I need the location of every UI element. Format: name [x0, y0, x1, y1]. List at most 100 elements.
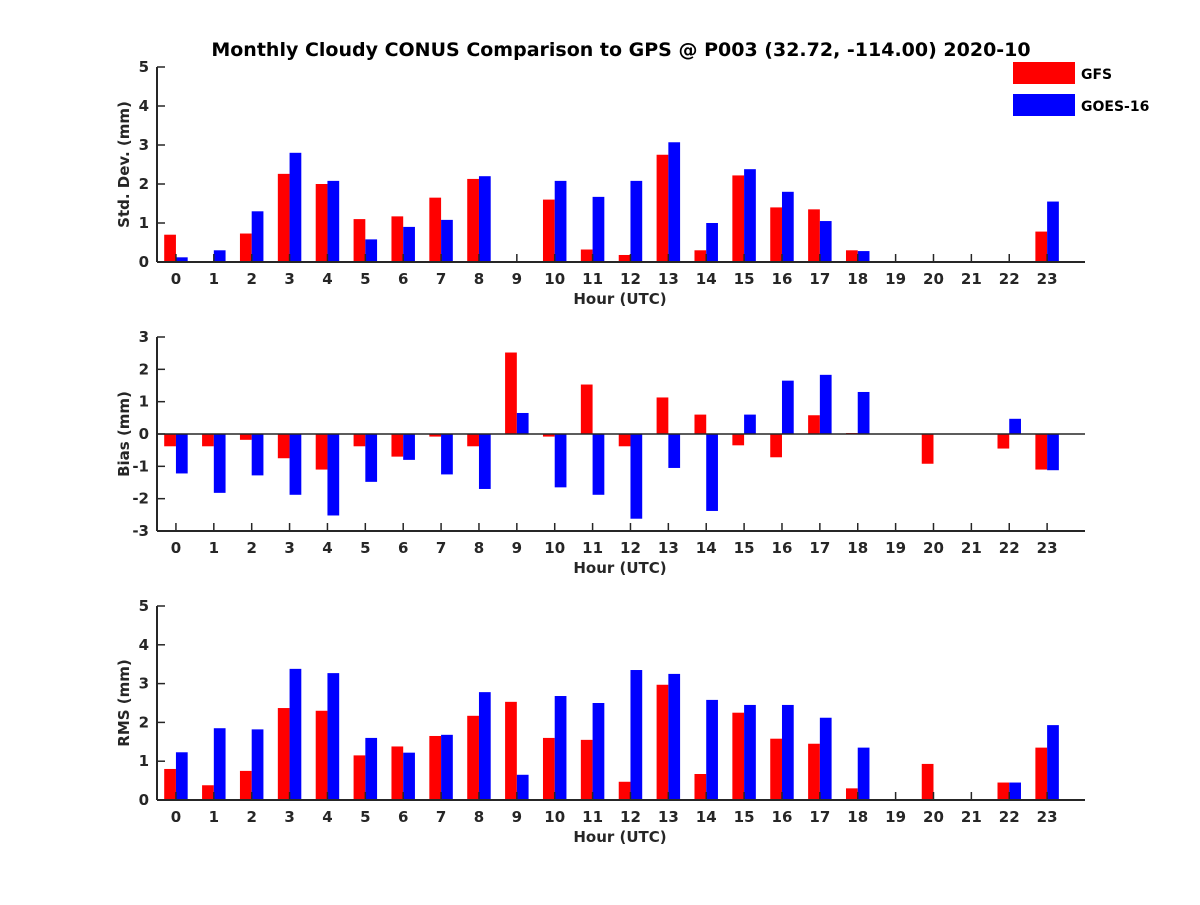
bar-gfs-hour-0	[164, 234, 176, 262]
x-tick-label: 12	[620, 270, 641, 288]
bar-goes16-hour-8	[478, 692, 491, 800]
bar-goes16-hour-16	[781, 380, 794, 434]
bar-goes16-hour-6	[403, 752, 415, 800]
bar-goes16-hour-18	[857, 747, 870, 800]
x-tick-label: 1	[209, 539, 219, 557]
y-tick-label: 4	[139, 97, 149, 115]
x-tick-label: 9	[512, 808, 522, 826]
bar-gfs-hour-8	[467, 715, 479, 800]
x-tick-label: 7	[436, 539, 446, 557]
bar-gfs-hour-20	[921, 434, 934, 464]
bar-gfs-hour-15	[732, 434, 745, 446]
bar-goes16-hour-18	[857, 391, 870, 434]
bar-gfs-hour-23	[1035, 434, 1048, 470]
figure-title: Monthly Cloudy CONUS Comparison to GPS @…	[211, 39, 1030, 61]
x-tick-label: 11	[582, 539, 603, 557]
bar-gfs-hour-18	[845, 788, 858, 800]
bar-goes16-hour-15	[744, 414, 756, 434]
bar-gfs-hour-10	[542, 434, 555, 437]
bar-goes16-hour-1	[213, 728, 226, 800]
x-tick-label: 18	[847, 808, 868, 826]
bar-goes16-hour-5	[365, 434, 378, 482]
bar-goes16-hour-6	[403, 226, 415, 262]
bar-gfs-hour-0	[164, 768, 176, 800]
y-axis-label: Bias (mm)	[115, 391, 133, 477]
bar-gfs-hour-1	[202, 785, 214, 800]
bar-goes16-hour-7	[441, 434, 453, 475]
x-tick-label: 16	[772, 539, 793, 557]
bar-goes16-hour-3	[289, 668, 302, 800]
bar-gfs-hour-16	[770, 434, 782, 458]
x-tick-label: 14	[696, 270, 717, 288]
bar-goes16-hour-4	[327, 673, 340, 800]
bar-goes16-hour-1	[213, 434, 226, 493]
bar-gfs-hour-9	[505, 352, 517, 434]
bar-gfs-hour-6	[391, 746, 404, 800]
x-tick-label: 12	[620, 539, 641, 557]
bar-gfs-hour-2	[239, 770, 252, 800]
bar-gfs-hour-10	[542, 199, 555, 262]
y-tick-label: 3	[139, 675, 149, 693]
x-tick-label: 19	[885, 808, 906, 826]
bar-gfs-hour-23	[1035, 231, 1048, 262]
bar-gfs-hour-12	[618, 254, 631, 262]
bar-gfs-hour-4	[315, 710, 328, 800]
y-tick-label: 0	[139, 791, 149, 809]
bar-goes16-hour-5	[365, 239, 378, 262]
bar-gfs-hour-5	[353, 434, 366, 447]
y-tick-label: 5	[139, 58, 149, 76]
x-tick-label: 9	[512, 270, 522, 288]
x-tick-label: 20	[923, 270, 944, 288]
bar-goes16-hour-3	[289, 152, 302, 262]
x-tick-label: 18	[847, 539, 868, 557]
x-tick-label: 22	[999, 808, 1020, 826]
y-tick-label: 1	[139, 214, 149, 232]
x-tick-label: 15	[734, 270, 755, 288]
bar-goes16-hour-22	[1009, 418, 1021, 434]
x-tick-label: 14	[696, 539, 717, 557]
bar-gfs-hour-11	[580, 384, 593, 434]
x-tick-label: 17	[809, 539, 830, 557]
legend-swatch-goes16	[1013, 94, 1075, 116]
bar-goes16-hour-15	[744, 169, 756, 262]
bar-gfs-hour-18	[845, 250, 858, 262]
x-tick-label: 12	[620, 808, 641, 826]
x-tick-label: 23	[1037, 808, 1058, 826]
x-tick-label: 13	[658, 808, 679, 826]
bar-goes16-hour-4	[327, 434, 340, 516]
bar-gfs-hour-5	[353, 219, 366, 262]
bar-goes16-hour-0	[175, 434, 188, 474]
bar-gfs-hour-4	[315, 184, 328, 262]
bar-gfs-hour-12	[618, 781, 631, 800]
bar-goes16-hour-3	[289, 434, 302, 495]
y-tick-label: 1	[139, 393, 149, 411]
bar-gfs-hour-7	[429, 434, 442, 437]
y-tick-label: 3	[139, 328, 149, 346]
bar-gfs-hour-15	[732, 712, 745, 800]
bar-gfs-hour-4	[315, 434, 328, 470]
bar-goes16-hour-11	[592, 434, 605, 495]
bar-goes16-hour-8	[478, 176, 491, 262]
bar-gfs-hour-15	[732, 175, 745, 262]
y-tick-label: 3	[139, 136, 149, 154]
bar-goes16-hour-16	[781, 704, 794, 800]
bar-gfs-hour-22	[997, 434, 1010, 449]
bar-gfs-hour-3	[277, 173, 290, 262]
bar-gfs-hour-12	[618, 434, 631, 447]
x-tick-label: 11	[582, 808, 603, 826]
bar-goes16-hour-11	[592, 196, 605, 262]
x-tick-label: 3	[284, 539, 294, 557]
legend-label-goes16: GOES-16	[1081, 99, 1149, 115]
legend-swatch-gfs	[1013, 62, 1075, 84]
bar-gfs-hour-14	[694, 414, 707, 434]
x-tick-label: 2	[246, 270, 256, 288]
x-tick-label: 23	[1037, 270, 1058, 288]
bar-gfs-hour-8	[467, 434, 479, 447]
x-tick-label: 1	[209, 808, 219, 826]
x-tick-label: 14	[696, 808, 717, 826]
